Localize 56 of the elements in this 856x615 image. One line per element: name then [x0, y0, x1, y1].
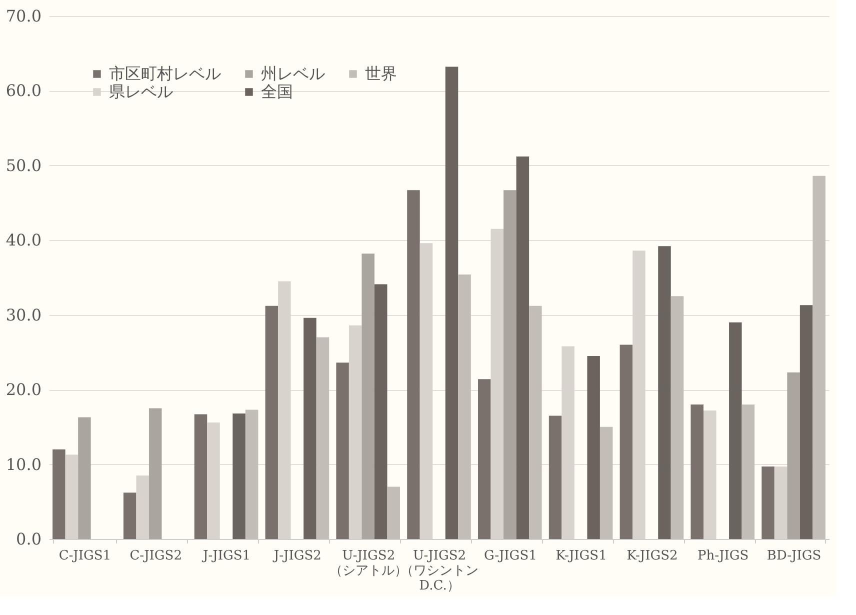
x-tick-label: J-JIGS1	[201, 548, 251, 564]
legend-label: 世界	[365, 64, 397, 83]
legend-label: 県レベル	[109, 82, 173, 101]
y-tick-label: 30.0	[6, 305, 42, 324]
bar	[374, 284, 388, 539]
bar	[787, 372, 800, 539]
bar	[52, 449, 66, 539]
bar	[148, 408, 162, 539]
bar	[316, 337, 330, 539]
y-tick-label: 50.0	[6, 156, 42, 175]
bar	[336, 362, 349, 539]
bar	[620, 344, 633, 539]
x-tick-label: BD-JIGS	[766, 548, 822, 564]
y-tick-label: 60.0	[6, 81, 42, 100]
bar	[407, 190, 420, 539]
bar	[445, 66, 458, 539]
bar	[504, 190, 516, 539]
bar	[742, 404, 755, 539]
legend-label: 州レベル	[261, 64, 325, 83]
y-tick-label: 0.0	[16, 530, 42, 548]
x-tick-label: Ph-JIGS	[698, 548, 749, 564]
x-tick-label: K-JIGS1	[556, 548, 607, 564]
bar	[245, 410, 258, 539]
bar	[600, 426, 613, 539]
x-tick-label: C-JIGS1	[58, 548, 112, 564]
bar	[265, 306, 278, 539]
y-tick-label: 70.0	[6, 6, 42, 26]
y-tick-label: 20.0	[6, 380, 42, 400]
x-tick-label: K-JIGS2	[626, 548, 678, 564]
bar	[729, 322, 742, 539]
bar	[232, 413, 246, 539]
bar	[478, 379, 491, 539]
bar	[690, 404, 704, 539]
bar	[304, 318, 316, 539]
bar	[548, 416, 562, 539]
bar	[658, 246, 671, 539]
bar	[194, 414, 208, 539]
legend-label: 市区町村レベル	[109, 64, 221, 83]
y-tick-label: 40.0	[6, 230, 42, 250]
bar	[812, 176, 826, 539]
bar	[387, 486, 400, 539]
bar	[123, 492, 136, 539]
bar	[458, 274, 471, 539]
x-tick-label: J-JIGS2	[272, 548, 322, 564]
bar	[762, 466, 774, 539]
bar	[362, 254, 374, 539]
bar	[78, 417, 91, 539]
bar	[516, 156, 530, 539]
legend-label: 全国	[261, 82, 293, 101]
bar	[800, 305, 813, 539]
x-tick-label: G-JIGS1	[484, 548, 537, 564]
bar	[529, 306, 542, 539]
y-tick-label: 10.0	[6, 454, 42, 474]
bar	[587, 356, 600, 539]
x-tick-label: C-JIGS2	[130, 548, 182, 564]
bar	[670, 296, 684, 539]
